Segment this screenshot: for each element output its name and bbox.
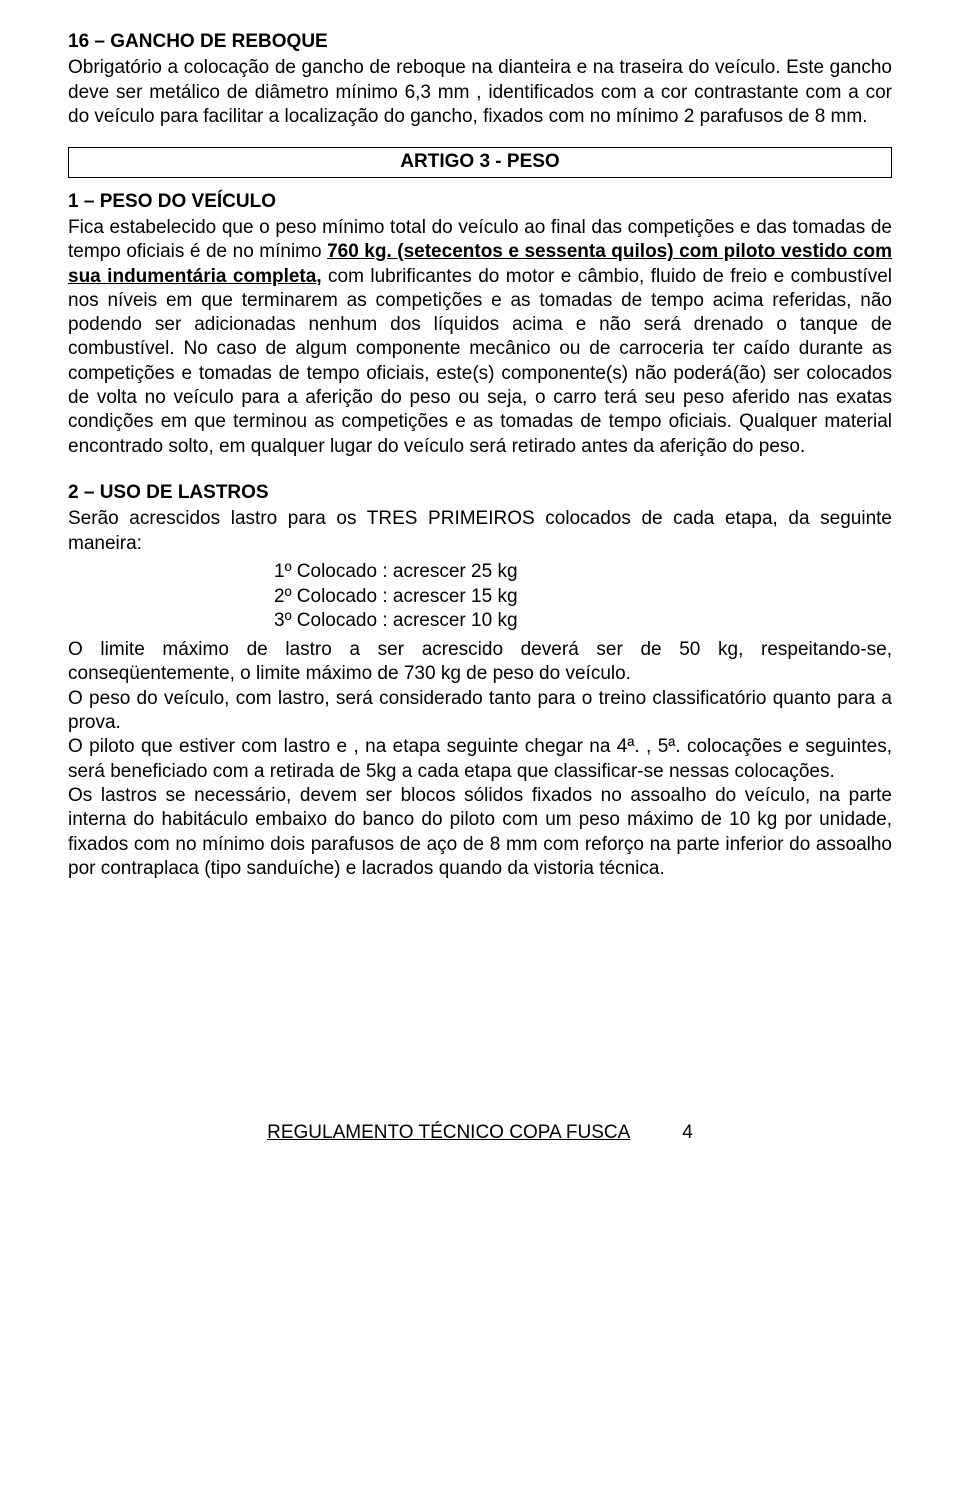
footer-page-number: 4: [682, 1121, 693, 1145]
list-item-1: 1º Colocado : acrescer 25 kg: [274, 560, 892, 585]
footer-title: REGULAMENTO TÉCNICO COPA FUSCA: [267, 1122, 630, 1143]
section-2-p2: O limite máximo de lastro a ser acrescid…: [68, 638, 892, 687]
section-2-heading: 2 – USO DE LASTROS: [68, 481, 892, 505]
section-2-p4: O piloto que estiver com lastro e , na e…: [68, 735, 892, 784]
section-1-heading: 1 – PESO DO VEÍCULO: [68, 190, 892, 214]
section-16-body: Obrigatório a colocação de gancho de reb…: [68, 56, 892, 129]
section-2-p1: Serão acrescidos lastro para os TRES PRI…: [68, 507, 892, 556]
section-2-p5: Os lastros se necessário, devem ser bloc…: [68, 784, 892, 881]
section-2-p3: O peso do veículo, com lastro, será cons…: [68, 687, 892, 736]
section-1-text-b: com lubrificantes do motor e câmbio, flu…: [68, 266, 892, 457]
section-1-body: Fica estabelecido que o peso mínimo tota…: [68, 216, 892, 459]
list-item-3: 3º Colocado : acrescer 10 kg: [274, 609, 892, 634]
page-footer: REGULAMENTO TÉCNICO COPA FUSCA 4: [68, 1121, 892, 1145]
section-2-list: 1º Colocado : acrescer 25 kg 2º Colocado…: [274, 560, 892, 634]
article-3-title-box: ARTIGO 3 - PESO: [68, 147, 892, 177]
section-16-heading: 16 – GANCHO DE REBOQUE: [68, 30, 892, 54]
list-item-2: 2º Colocado : acrescer 15 kg: [274, 585, 892, 610]
